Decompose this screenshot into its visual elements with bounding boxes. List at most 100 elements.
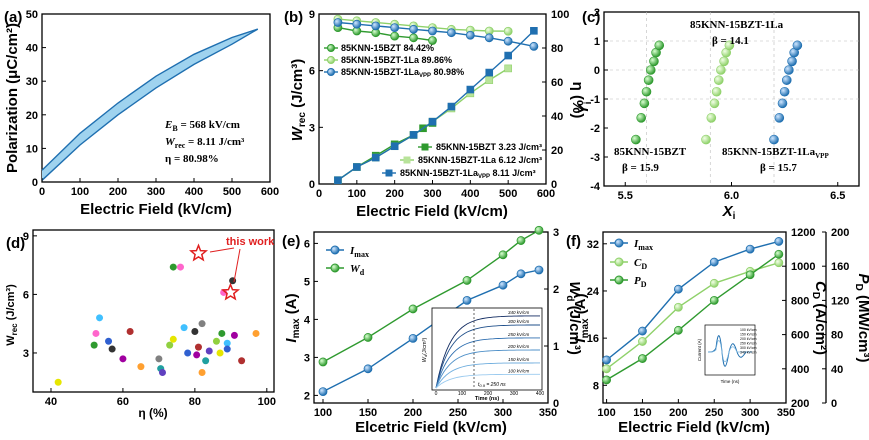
panel-a-loop-upper: [41, 28, 259, 171]
eta-series-1-point: [503, 26, 513, 36]
panel-c-ylabel: Yi: [575, 101, 594, 114]
literature-point: [176, 263, 184, 271]
inset-field-label: 100 kV/cm: [740, 328, 757, 332]
panel-f-y3ticks: 0 40 80 120 160 200: [822, 227, 849, 410]
panel-f-label: (f): [566, 233, 581, 250]
inset-field-label: 300 kV/cm: [740, 346, 757, 350]
cd-line: [606, 262, 779, 370]
inset-field-label: 250 kV/cm: [507, 332, 530, 337]
panel-e-yticks: 2 3 4 5 6: [304, 238, 318, 402]
inset-field-labels: 340 kV/cm 300 kV/cm 250 kV/cm 200 kV/cm 150 …: [507, 310, 530, 374]
imax-point: [363, 364, 373, 374]
inset-field-label: 100 kV/cm: [508, 368, 530, 373]
inset-curve: [435, 324, 540, 389]
panel-b: 0 100 200 300 400 500 600 0 3 6 9 0 20 40 60 80 100 (b…: [284, 9, 586, 220]
panel-b-y2ticks: 0 20 40 60 80 100: [542, 9, 569, 191]
eta-series-0-point: [390, 31, 400, 41]
x-tick-label: 100: [258, 396, 276, 408]
x-tick-label: 350: [539, 407, 557, 419]
panel-d-xlabel: η (%): [138, 406, 167, 420]
x-tick-label: 100: [597, 407, 615, 419]
panel-d-xticks: 40 60 80 100: [45, 388, 276, 408]
panel-d-this-work: this work: [226, 236, 275, 248]
y-tick-label: 800: [791, 295, 809, 307]
y-tick-label: 20: [26, 110, 38, 122]
inset-curve: [435, 337, 540, 389]
literature-point: [238, 357, 246, 365]
legend-marker: [327, 44, 335, 52]
weibull-point: [631, 134, 641, 145]
literature-point: [193, 351, 201, 359]
x-tick-label: 300: [494, 407, 512, 419]
inset-xtick-label: 200: [484, 391, 493, 397]
x-tick-label: 100: [348, 188, 366, 200]
x-tick-label: 200: [404, 407, 422, 419]
panel-a: 0 100 200 300 400 500 600 0 10 20 30 40 50 (a) Elec…: [4, 9, 279, 218]
panel-f-ylabel2: CD (A/cm²): [810, 281, 829, 355]
panel-e-legend: Imax Wd: [326, 245, 369, 277]
y-tick-label: 0: [831, 398, 837, 410]
y-tick-label: 200: [791, 398, 809, 410]
imax-line: [606, 240, 779, 361]
imax-point: [516, 269, 526, 279]
literature-point: [252, 329, 260, 337]
literature-point: [202, 357, 210, 365]
panel-c: 5.5 6.0 6.5 2 1 0 -1 -2 -3 -4 (c) Xi Yi 85KNN-15…: [575, 7, 860, 222]
y-tick-label: 32: [587, 239, 599, 251]
eta-series-2-point: [447, 28, 456, 38]
panel-e-ylabel: Imax (A): [283, 293, 302, 342]
panel-b-xticks: 0 100 200 300 400 500 600: [316, 180, 555, 200]
eta-series-0-point: [428, 36, 437, 45]
legend-pd: PD: [634, 275, 647, 289]
inset-field-label: 150 kV/cm: [740, 333, 757, 337]
inset-xticks: 0 100 200 300 400: [435, 391, 545, 397]
legend-imax: Imax: [349, 245, 369, 259]
eta-series-2-point: [465, 30, 475, 40]
panel-a-eta: η = 80.98%: [165, 153, 219, 165]
literature-point: [92, 329, 100, 337]
literature-point: [119, 355, 127, 363]
y-tick-label: 60: [551, 77, 563, 89]
panel-e-xlabel: Elcetric Field (kV/cm): [355, 419, 507, 436]
weibull-point: [781, 75, 792, 85]
cd-point: [602, 364, 611, 374]
y-tick-label: 1000: [791, 261, 815, 273]
y-tick-label: 3: [304, 352, 310, 364]
cd-point: [673, 302, 683, 312]
cd-point: [774, 258, 784, 268]
literature-point: [212, 337, 220, 345]
panel-d-frame: [32, 229, 275, 393]
panel-d-label: (d): [6, 235, 25, 252]
panel-f-yticks: 8 16 24 32: [587, 239, 607, 392]
pd-point: [745, 270, 755, 280]
wd-point: [516, 236, 526, 245]
pd-line: [606, 253, 780, 381]
x-tick-label: 500: [223, 186, 241, 198]
panel-f-xlabel: Electric Field (kV/cm): [618, 419, 770, 436]
wd-point: [363, 333, 373, 342]
x-tick-label: 300: [423, 188, 441, 200]
weibull-point: [774, 113, 785, 123]
literature-point: [155, 355, 163, 363]
imax-point: [638, 326, 647, 336]
legend-eta-2: 85KNN-15BZT-1La 89.86%: [341, 55, 452, 65]
legend-cd: CD: [634, 257, 647, 271]
legend-marker: [614, 257, 624, 267]
panel-d-ylabel: Wrec (J/cm³): [5, 284, 19, 346]
inset-field-label: 340 kV/cm: [740, 351, 757, 355]
panel-c-xticks: 5.5 6.0 6.5: [618, 182, 845, 202]
weibull-point: [645, 65, 656, 75]
wd-point: [408, 304, 418, 314]
inset-xlabel: Time (ns): [721, 379, 740, 384]
legend-marker: [330, 245, 340, 255]
y-tick-label: 6: [304, 238, 310, 250]
panel-b-series: [333, 14, 539, 185]
panel-a-ylabel: Polarization (μC/cm²): [4, 23, 21, 173]
inset-note: t0.9 = 250 ns: [478, 382, 506, 388]
w-series-2-point: [428, 117, 437, 126]
panel-b-label: (b): [284, 9, 303, 26]
weibull-point: [769, 134, 779, 145]
panel-d-arrow-1: [209, 247, 235, 253]
